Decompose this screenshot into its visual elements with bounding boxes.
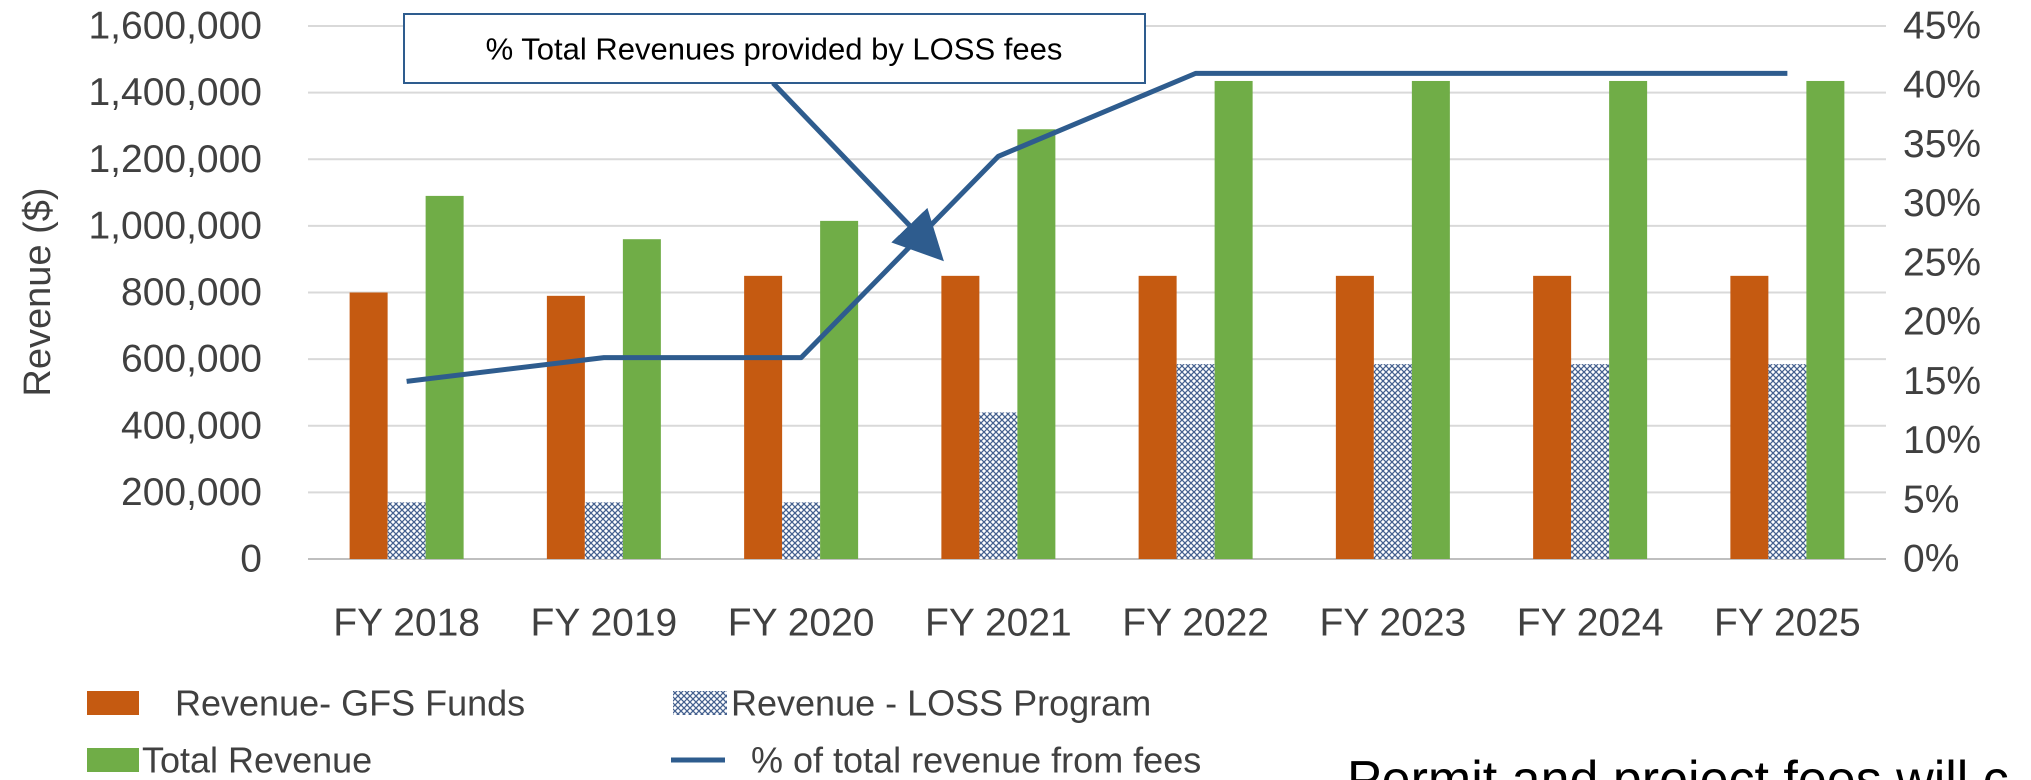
bar [546, 295, 585, 559]
bar [1806, 80, 1845, 559]
bar [979, 412, 1018, 559]
y2-tick-label: 35% [1903, 123, 1981, 166]
bar [782, 502, 821, 559]
y-tick-label: 200,000 [121, 471, 262, 514]
y2-tick-label: 0% [1903, 538, 1959, 581]
x-tick-label: FY 2025 [1714, 602, 1861, 645]
y-tick-label: 1,600,000 [88, 5, 262, 48]
bar [1411, 80, 1450, 559]
legend-swatch [87, 748, 139, 772]
x-tick-label: FY 2020 [728, 602, 875, 645]
bar [622, 239, 661, 559]
legend-swatch [87, 691, 139, 715]
grid [308, 25, 1886, 560]
legend-label: % of total revenue from fees [751, 740, 1201, 780]
y-tick-label: 600,000 [121, 338, 262, 381]
y2-tick-label: 30% [1903, 182, 1981, 225]
legend-label: Total Revenue [142, 740, 372, 780]
y-tick-label: 1,200,000 [88, 138, 262, 181]
bar [820, 220, 859, 560]
bar [1730, 275, 1769, 559]
bar [1571, 364, 1610, 559]
x-tick-label: FY 2018 [333, 602, 480, 645]
y2-tick-label: 45% [1903, 5, 1981, 48]
footer-text: Permit and project fees will c [1347, 751, 2009, 780]
legend-label: Revenue- GFS Funds [175, 683, 525, 724]
bar [349, 292, 388, 559]
annotation: % Total Revenues provided by LOSS fees [486, 32, 1063, 67]
legend-swatch [673, 691, 727, 715]
y-tick-label: 0 [240, 538, 262, 581]
y2-tick-label: 25% [1903, 241, 1981, 284]
y-tick-label: 1,400,000 [88, 71, 262, 114]
y2-tick-label: 15% [1903, 360, 1981, 403]
bar [744, 275, 783, 559]
bar [1138, 275, 1177, 559]
x-tick-label: FY 2023 [1320, 602, 1467, 645]
bar [1017, 129, 1056, 560]
bar [1335, 275, 1374, 559]
y2-tick-label: 5% [1903, 478, 1959, 521]
bar [1214, 80, 1253, 559]
y-tick-label: 800,000 [121, 271, 262, 314]
bar [1533, 275, 1572, 559]
annotation-arrow [771, 81, 944, 262]
x-tick-label: FY 2022 [1122, 602, 1269, 645]
y2-tick-label: 40% [1903, 64, 1981, 107]
bar [941, 275, 980, 559]
y-axis-label: Revenue ($) [17, 187, 59, 396]
y-tick-label: 400,000 [121, 404, 262, 447]
bar [1768, 364, 1807, 559]
bar [1609, 80, 1648, 559]
y2-tick-label: 10% [1903, 419, 1981, 462]
x-tick-label: FY 2024 [1517, 602, 1664, 645]
line [406, 70, 1788, 384]
legend-label: Revenue - LOSS Program [731, 683, 1151, 724]
bar [387, 502, 426, 559]
y-tick-label: 1,000,000 [88, 204, 262, 247]
annotation-box [403, 13, 1146, 84]
y2-tick-label: 20% [1903, 301, 1981, 344]
x-tick-label: FY 2021 [925, 602, 1072, 645]
marks [349, 70, 1845, 560]
x-tick-label: FY 2019 [531, 602, 678, 645]
bar [1373, 364, 1412, 559]
bar [1176, 364, 1215, 559]
bar [584, 502, 623, 559]
